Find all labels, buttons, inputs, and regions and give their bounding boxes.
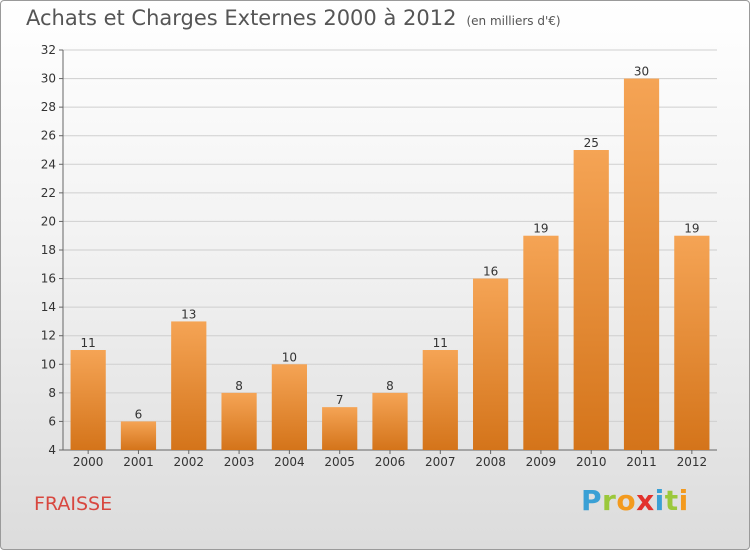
x-tick-label: 2004 xyxy=(274,455,305,469)
bar xyxy=(120,421,157,450)
y-tick-label: 18 xyxy=(41,243,56,257)
proxiti-logo: Proxiti xyxy=(581,484,689,517)
y-tick-label: 12 xyxy=(41,329,56,343)
data-label: 19 xyxy=(533,222,548,236)
bar xyxy=(171,321,207,450)
data-label: 13 xyxy=(181,307,196,321)
data-label: 19 xyxy=(684,222,699,236)
x-tick-label: 2011 xyxy=(626,455,657,469)
y-tick-label: 16 xyxy=(41,272,56,286)
data-label: 30 xyxy=(634,65,649,79)
chart-title-text: Achats et Charges Externes 2000 à 2012 xyxy=(26,6,457,30)
y-tick-label: 10 xyxy=(41,357,56,371)
logo-letter: t xyxy=(664,484,679,517)
x-tick-label: 2000 xyxy=(73,455,104,469)
x-tick-label: 2012 xyxy=(677,455,708,469)
y-tick-label: 22 xyxy=(41,186,56,200)
chart-title: Achats et Charges Externes 2000 à 2012 (e… xyxy=(26,6,561,30)
data-label: 16 xyxy=(483,265,498,279)
bar xyxy=(221,392,257,450)
y-tick-label: 8 xyxy=(48,386,56,400)
logo-letter: o xyxy=(616,484,637,517)
data-label: 25 xyxy=(584,136,599,150)
data-label: 11 xyxy=(433,336,448,350)
x-tick-label: 2005 xyxy=(324,455,355,469)
x-tick-label: 2002 xyxy=(173,455,204,469)
y-tick-label: 4 xyxy=(48,443,56,457)
bar xyxy=(623,78,660,451)
y-tick-label: 14 xyxy=(41,300,56,314)
bar xyxy=(271,364,307,450)
logo-letter: i xyxy=(678,484,689,517)
bar xyxy=(70,350,106,450)
y-tick-label: 6 xyxy=(48,414,56,428)
y-tick-label: 26 xyxy=(41,129,56,143)
x-tick-label: 2001 xyxy=(123,455,154,469)
x-tick-label: 2009 xyxy=(526,455,557,469)
bar xyxy=(322,407,358,450)
logo-letter: r xyxy=(602,484,617,517)
x-tick-label: 2007 xyxy=(425,455,456,469)
chart-subtitle: (en milliers d'€) xyxy=(466,14,561,28)
data-label: 7 xyxy=(336,393,344,407)
x-tick-label: 2008 xyxy=(475,455,506,469)
data-label: 11 xyxy=(81,336,96,350)
data-label: 10 xyxy=(282,350,297,364)
bar xyxy=(473,278,509,450)
bar xyxy=(372,392,408,450)
x-tick-label: 2003 xyxy=(224,455,255,469)
bar xyxy=(422,350,458,450)
place-name: FRAISSE xyxy=(34,493,113,515)
x-tick-label: 2010 xyxy=(576,455,607,469)
x-tick-label: 2006 xyxy=(375,455,406,469)
logo-letter: x xyxy=(636,484,655,517)
bar xyxy=(573,150,609,450)
y-tick-label: 20 xyxy=(41,214,56,228)
y-tick-label: 28 xyxy=(41,100,56,114)
bar xyxy=(523,235,559,450)
logo-letter: P xyxy=(581,484,603,517)
logo-letter: i xyxy=(654,484,665,517)
y-tick-label: 30 xyxy=(41,72,56,86)
y-tick-label: 32 xyxy=(41,43,56,57)
data-label: 6 xyxy=(135,407,143,421)
bar xyxy=(674,235,710,450)
data-label: 8 xyxy=(235,379,243,393)
data-label: 8 xyxy=(386,379,394,393)
y-tick-label: 24 xyxy=(41,157,56,171)
